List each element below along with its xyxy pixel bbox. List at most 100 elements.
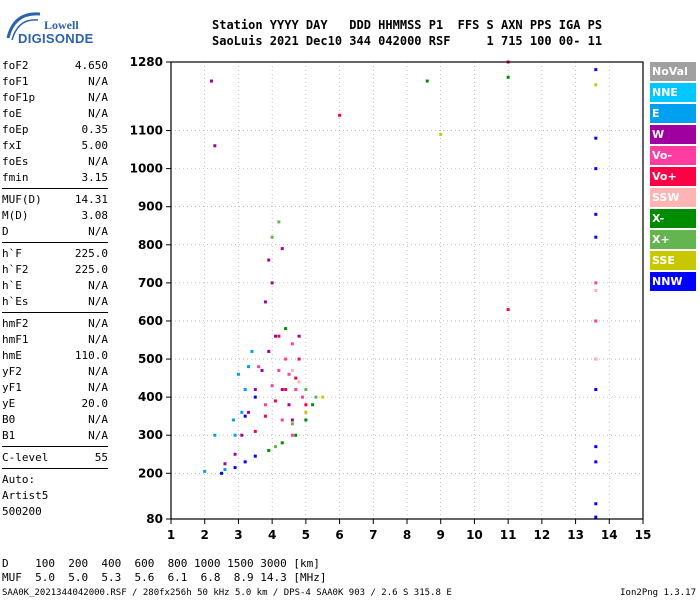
- echo-point: [290, 418, 294, 422]
- param-row: hmE 110.0: [2, 348, 108, 364]
- param-value: 5.00: [81, 139, 109, 152]
- logo-swoosh-icon: [6, 12, 41, 41]
- autoscale-info: Auto: Artist5 500200: [2, 472, 108, 520]
- echo-point: [253, 429, 257, 433]
- echo-point: [594, 460, 598, 464]
- echo-point: [233, 433, 237, 437]
- echo-point: [223, 462, 227, 466]
- param-row: yF1 N/A: [2, 380, 108, 396]
- legend-item-nne: NNE: [650, 83, 696, 102]
- chart-echoes: [203, 60, 598, 519]
- header-values: SaoLuis 2021 Dec10 344 042000 RSF 1 715 …: [212, 34, 603, 48]
- logo-lowell-text: Lowell: [44, 18, 79, 32]
- echo-point: [274, 399, 278, 403]
- param-row: hmF1 N/A: [2, 332, 108, 348]
- param-row: C-level 55: [2, 450, 108, 466]
- y-tick-label: 400: [138, 390, 163, 404]
- param-value: 14.31: [74, 193, 108, 206]
- echo-point: [284, 327, 288, 331]
- x-tick-label: 12: [534, 528, 551, 542]
- param-value: 3.08: [81, 209, 109, 222]
- echo-point: [294, 376, 298, 380]
- header-labels: Station YYYY DAY DDD HHMMSS P1 FFS S AXN…: [212, 18, 603, 32]
- digisonde-logo: Lowell DIGISONDE: [4, 6, 124, 48]
- legend-item-e: E: [650, 104, 696, 123]
- legend-item-nnw: NNW: [650, 272, 696, 291]
- echo-point: [594, 289, 598, 292]
- echo-point: [263, 403, 267, 407]
- echo-point: [277, 220, 281, 224]
- echo-point: [280, 441, 284, 445]
- echo-point: [287, 403, 291, 407]
- param-value: N/A: [88, 279, 108, 292]
- echo-point: [203, 469, 207, 473]
- echo-point: [290, 368, 294, 372]
- legend-item-vo: Vo-: [650, 146, 696, 165]
- param-value: N/A: [88, 365, 108, 378]
- echo-point: [280, 388, 284, 392]
- param-name: h`F: [2, 247, 22, 260]
- y-tick-label: 200: [138, 466, 163, 480]
- param-row: h`F2 225.0: [2, 262, 108, 278]
- echo-point: [267, 349, 271, 353]
- param-row: h`E N/A: [2, 278, 108, 294]
- chart-grid: [170, 61, 644, 520]
- param-name: hmF2: [2, 317, 29, 330]
- param-name: yE: [2, 397, 16, 410]
- param-row: fxI 5.00: [2, 138, 108, 154]
- param-row: yE 20.0: [2, 396, 108, 412]
- param-name: foEp: [2, 123, 29, 136]
- echo-point: [257, 365, 261, 369]
- param-value: 0.35: [81, 123, 109, 136]
- echo-point: [594, 502, 598, 506]
- divider: [2, 312, 108, 313]
- param-name: foF1: [2, 75, 29, 88]
- param-row: foF1 N/A: [2, 74, 108, 90]
- echo-point: [594, 212, 598, 216]
- param-row: M(D) 3.08: [2, 208, 108, 224]
- y-tick-label: 500: [138, 352, 163, 366]
- param-name: hmF1: [2, 333, 29, 346]
- x-tick-label: 1: [167, 528, 175, 542]
- param-row: yF2 N/A: [2, 364, 108, 380]
- param-value: 225.0: [74, 247, 108, 260]
- echo-point: [274, 445, 278, 449]
- logo-digisonde-text: DIGISONDE: [18, 31, 94, 46]
- echo-point: [304, 418, 308, 422]
- echo-point: [321, 395, 325, 399]
- echo-point: [240, 433, 244, 437]
- param-value: N/A: [88, 75, 108, 88]
- echo-point: [209, 79, 213, 83]
- divider: [2, 446, 108, 447]
- echo-point: [280, 247, 284, 251]
- echo-point: [247, 365, 251, 369]
- x-tick-label: 9: [437, 528, 445, 542]
- footer-file-info: SAA0K_2021344042000.RSF / 280fx256h 50 k…: [2, 588, 452, 598]
- echo-point: [274, 334, 278, 338]
- legend-item-ssw: SSW: [650, 188, 696, 207]
- echo-point: [304, 403, 308, 407]
- param-row: foEs N/A: [2, 154, 108, 170]
- y-tick-label: 80: [146, 512, 163, 526]
- echo-point: [338, 113, 342, 117]
- echo-point: [263, 300, 267, 304]
- echo-point: [243, 460, 247, 464]
- echo-point: [290, 422, 294, 426]
- echo-point: [236, 372, 240, 376]
- echo-point: [594, 357, 598, 361]
- echo-point: [270, 281, 274, 285]
- echo-point: [425, 79, 429, 83]
- auto-label: Auto:: [2, 473, 36, 486]
- param-value: N/A: [88, 155, 108, 168]
- param-value: 110.0: [74, 349, 108, 362]
- param-name: fmin: [2, 171, 29, 184]
- echo-point: [506, 75, 510, 79]
- echo-point: [243, 414, 247, 418]
- param-name: hmE: [2, 349, 22, 362]
- param-name: MUF(D): [2, 193, 42, 206]
- echo-point: [311, 403, 315, 407]
- param-name: h`Es: [2, 295, 29, 308]
- muf-value-row: MUF 5.0 5.0 5.3 5.6 6.1 6.8 8.9 14.3 [MH…: [2, 571, 327, 584]
- param-group-5: C-level 55: [2, 450, 108, 466]
